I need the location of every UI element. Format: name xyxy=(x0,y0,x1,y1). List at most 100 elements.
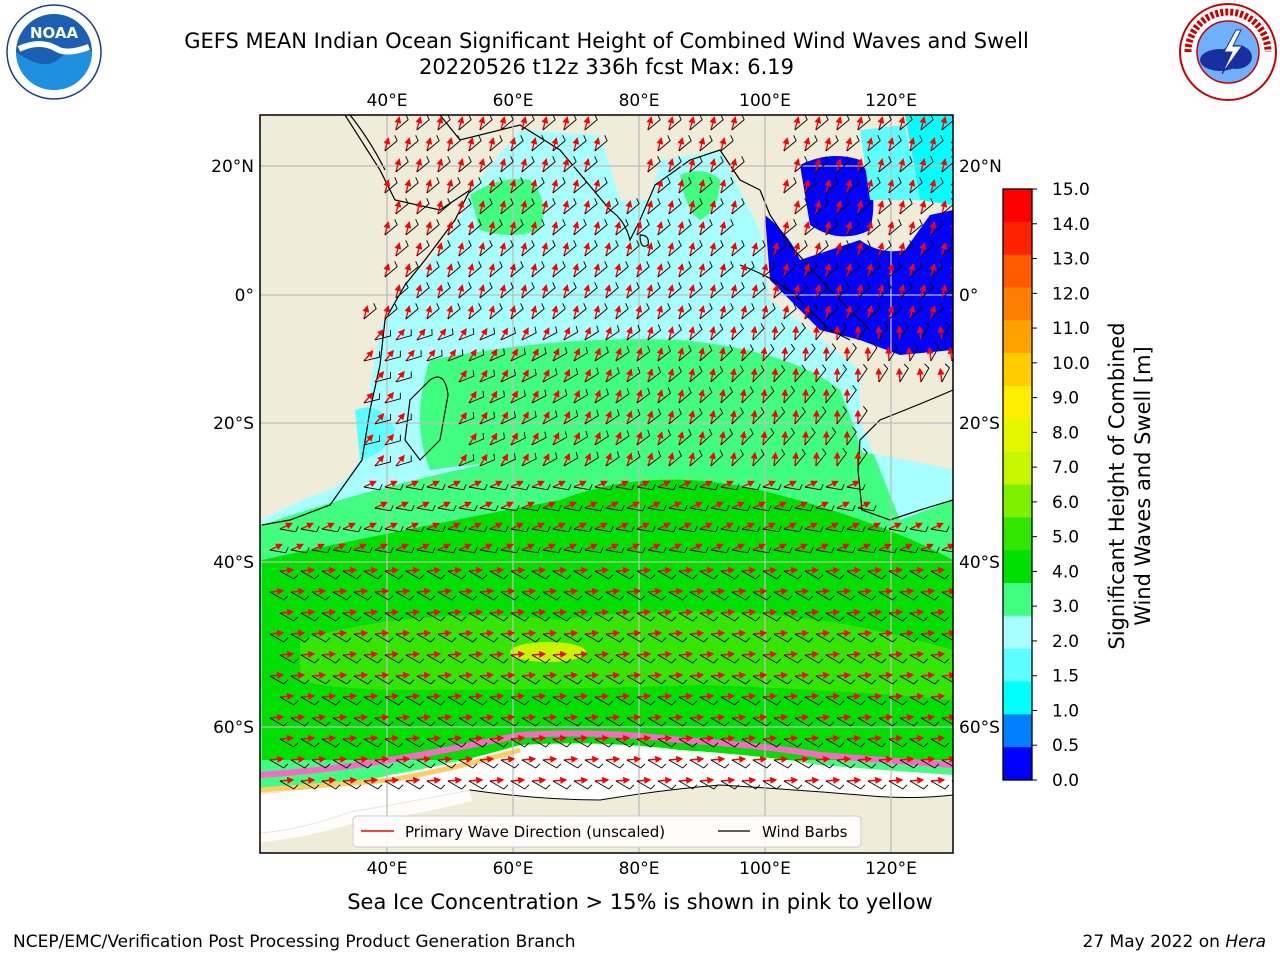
wave-direction-arrow xyxy=(415,200,423,215)
wave-direction-arrow xyxy=(688,326,696,341)
wind-barb xyxy=(699,526,719,533)
wave-direction-arrow xyxy=(888,608,904,616)
wind-barb xyxy=(573,484,593,491)
wave-direction-arrow xyxy=(437,629,453,637)
wind-barb xyxy=(489,654,509,664)
wave-direction-arrow xyxy=(479,411,488,425)
wave-direction-arrow xyxy=(699,522,713,530)
wind-barb xyxy=(353,633,373,643)
wave-direction-arrow xyxy=(698,388,706,404)
wave-direction-arrow xyxy=(436,284,444,299)
wind-barb xyxy=(689,591,709,601)
wave-direction-arrow xyxy=(468,692,484,700)
wave-direction-arrow xyxy=(395,671,411,679)
wave-direction-arrow xyxy=(395,501,409,509)
wind-barb xyxy=(594,303,608,320)
wind-barb xyxy=(531,570,551,580)
wind-barb xyxy=(447,654,467,664)
wave-direction-arrow xyxy=(878,587,894,595)
wind-barb xyxy=(353,547,373,554)
wave-direction-arrow xyxy=(510,692,526,700)
wind-barb xyxy=(374,633,394,643)
wind-barb xyxy=(857,363,868,383)
wind-barb xyxy=(836,633,856,643)
wind-barb xyxy=(384,392,401,404)
wave-direction-arrow xyxy=(783,480,797,488)
wind-barb xyxy=(720,386,734,404)
wave-direction-arrow xyxy=(804,608,820,616)
wind-barb xyxy=(542,368,558,383)
wind-barb xyxy=(699,428,713,446)
wind-barb xyxy=(636,261,650,278)
wind-barb xyxy=(542,591,562,601)
wave-direction-arrow xyxy=(951,654,953,656)
lat-label: 60°S xyxy=(959,718,1000,738)
wind-barb xyxy=(458,675,478,685)
wave-direction-arrow xyxy=(635,431,643,446)
wind-barb xyxy=(573,135,587,152)
wind-barb xyxy=(584,156,598,173)
wind-barb xyxy=(573,388,589,404)
wave-direction-arrow xyxy=(709,409,716,425)
wave-direction-arrow xyxy=(583,242,591,257)
wind-barb xyxy=(384,612,404,622)
wave-direction-arrow xyxy=(479,453,488,467)
wind-barb xyxy=(458,505,478,512)
wind-barb xyxy=(542,633,562,643)
wind-barb xyxy=(552,570,572,580)
wind-barb xyxy=(384,350,401,362)
wave-direction-arrow xyxy=(668,587,684,595)
wind-barb xyxy=(489,261,503,278)
wind-barb xyxy=(804,303,818,320)
wave-direction-arrow xyxy=(688,368,696,383)
wind-barb xyxy=(689,198,703,215)
wind-barb xyxy=(510,390,526,404)
wave-direction-arrow xyxy=(937,325,945,341)
wind-barb xyxy=(594,430,609,446)
wave-direction-arrow xyxy=(835,116,843,131)
wave-direction-arrow xyxy=(321,650,337,658)
wave-direction-arrow xyxy=(824,221,832,236)
wind-barb xyxy=(437,591,457,601)
wind-barb xyxy=(815,448,827,467)
wind-barb xyxy=(374,547,394,554)
wave-direction-arrow xyxy=(752,671,768,679)
wave-direction-arrow xyxy=(947,346,953,362)
lon-label: 80°E xyxy=(619,91,660,111)
wind-barb xyxy=(510,219,524,236)
wave-direction-arrow xyxy=(499,200,507,215)
wave-direction-arrow xyxy=(594,347,601,362)
wind-barb xyxy=(710,675,730,685)
wind-barb xyxy=(783,612,803,622)
colorbar-tick-label: 2.0 xyxy=(1052,632,1079,652)
wave-direction-arrow xyxy=(856,242,864,257)
wind-barb xyxy=(605,547,625,554)
wave-direction-arrow xyxy=(416,671,432,679)
wind-barb xyxy=(773,282,787,299)
wind-barb xyxy=(920,591,940,601)
wave-direction-arrow xyxy=(488,221,496,236)
wind-barb xyxy=(384,177,398,194)
wave-direction-arrow xyxy=(332,587,348,595)
wave-direction-arrow xyxy=(812,367,820,383)
wind-barb xyxy=(447,349,464,362)
wind-barb xyxy=(311,675,331,685)
wave-direction-arrow xyxy=(300,566,316,574)
wave-direction-arrow xyxy=(383,221,391,236)
wave-direction-arrow xyxy=(815,543,829,551)
wave-direction-arrow xyxy=(499,158,507,173)
wave-direction-arrow xyxy=(311,671,327,679)
lat-label: 40°S xyxy=(959,553,1000,573)
wave-direction-arrow xyxy=(521,671,537,679)
wave-direction-arrow xyxy=(688,200,696,215)
wave-direction-arrow xyxy=(479,543,493,551)
wave-direction-arrow xyxy=(762,480,776,488)
wind-barb xyxy=(363,435,381,446)
wind-barb xyxy=(741,386,754,404)
wave-direction-arrow xyxy=(363,608,379,616)
wave-direction-arrow xyxy=(846,480,860,488)
wave-direction-arrow xyxy=(678,608,694,616)
wind-barb xyxy=(279,696,299,706)
wave-direction-arrow xyxy=(584,326,592,341)
wave-direction-arrow xyxy=(731,543,745,551)
